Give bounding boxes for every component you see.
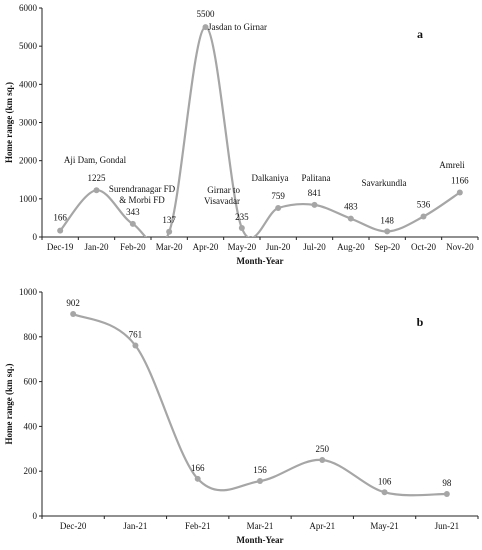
data-label: 1166 [451,175,469,185]
x-tick-label: Dec-20 [60,521,87,531]
x-axis-title: Month-Year [237,535,284,545]
data-point [275,205,282,212]
data-label: 137 [162,215,176,225]
data-point [238,225,245,232]
data-label: 902 [66,298,80,308]
y-tick-label: 5000 [19,41,38,51]
x-tick-label: Feb-21 [185,521,211,531]
data-label: 156 [253,465,267,475]
data-label: 483 [344,202,358,212]
y-tick-label: 3000 [19,118,38,128]
annotation-label: Palitana [302,173,331,183]
data-point [311,201,318,208]
y-tick-label: 600 [24,377,38,387]
data-label: 166 [191,463,205,473]
annotation-label: Dalkaniya [252,173,289,183]
data-label: 250 [316,444,330,454]
annotation-label: Jasdan to Girnar [208,22,267,32]
series-line [59,25,461,237]
annotation-label: Aji Dam, Gondal [64,155,127,165]
y-tick-label: 0 [33,511,38,521]
x-tick-label: Mar-21 [247,521,274,531]
data-point [456,189,463,196]
x-tick-label: Jan-20 [85,242,109,252]
data-point [93,187,100,194]
y-tick-label: 4000 [19,79,38,89]
x-tick-label: Aug-20 [337,242,365,252]
x-tick-label: Jun-21 [435,521,460,531]
data-label: 148 [380,215,394,225]
data-point [194,475,201,482]
data-label: 343 [126,207,140,217]
y-tick-label: 200 [24,466,38,476]
data-label: 5500 [197,9,216,19]
x-axis-title: Month-Year [237,256,284,266]
x-tick-label: Jun-20 [266,242,291,252]
y-axis-title: Home range (km sq.) [4,82,14,163]
data-point [347,215,354,222]
data-point [384,228,391,235]
x-tick-label: May-21 [370,521,399,531]
annotation-label: Savarkundla [362,178,407,188]
data-point [443,491,450,498]
data-label: 166 [53,213,67,223]
y-tick-label: 800 [24,332,38,342]
data-point [202,24,209,31]
x-tick-label: Apr-21 [309,521,335,531]
data-point [381,489,388,496]
x-tick-label: Feb-20 [120,242,146,252]
data-point [129,220,136,227]
y-tick-label: 400 [24,421,38,431]
chart-b: 0 200 400 600 800 1000 Dec-20 Jan-21 Feb-21 Mar-2… [4,287,479,545]
data-label: 98 [442,478,452,488]
data-label: 235 [235,212,249,222]
x-tick-label: May-20 [228,242,257,252]
y-axis-title: Home range (km sq.) [4,364,14,445]
y-tick-label: 2000 [19,156,38,166]
x-tick-label: Sep-20 [374,242,400,252]
data-point [132,342,139,349]
data-label: 761 [129,330,143,340]
data-point [420,213,427,220]
annotation-label: Surendranagar FD [109,184,176,194]
y-tick-label: 1000 [19,194,38,204]
x-tick-label: Apr-20 [193,242,219,252]
x-tick-label: Nov-20 [446,242,474,252]
x-tick-label: Jan-21 [123,521,147,531]
y-tick-label: 0 [33,232,38,242]
data-point [166,228,173,235]
annotation-label: Girnar to [207,185,240,195]
data-label: 1225 [88,173,107,183]
y-tick-label: 6000 [19,3,38,13]
data-label: 536 [417,200,431,210]
annotation-label: Visavadar [204,196,240,206]
data-point [57,227,64,234]
x-tick-label: Dec-19 [47,242,74,252]
data-label: 841 [308,188,322,198]
data-point [70,310,77,317]
annotation-label: & Morbi FD [119,195,165,205]
annotation-label: Amreli [439,160,465,170]
panel-label: a [417,27,423,41]
panel-label: b [417,315,424,329]
x-tick-label: Oct-20 [411,242,436,252]
data-label: 106 [378,476,392,486]
data-point [319,457,326,463]
y-tick-label: 1000 [19,287,38,297]
chart-a: 0 1000 2000 3000 4000 5000 6000 Dec-19 Jan-20 Feb… [4,3,479,266]
data-label: 759 [271,191,285,201]
x-tick-label: Mar-20 [156,242,183,252]
data-point [257,478,263,485]
x-tick-label: Jul-20 [303,242,326,252]
